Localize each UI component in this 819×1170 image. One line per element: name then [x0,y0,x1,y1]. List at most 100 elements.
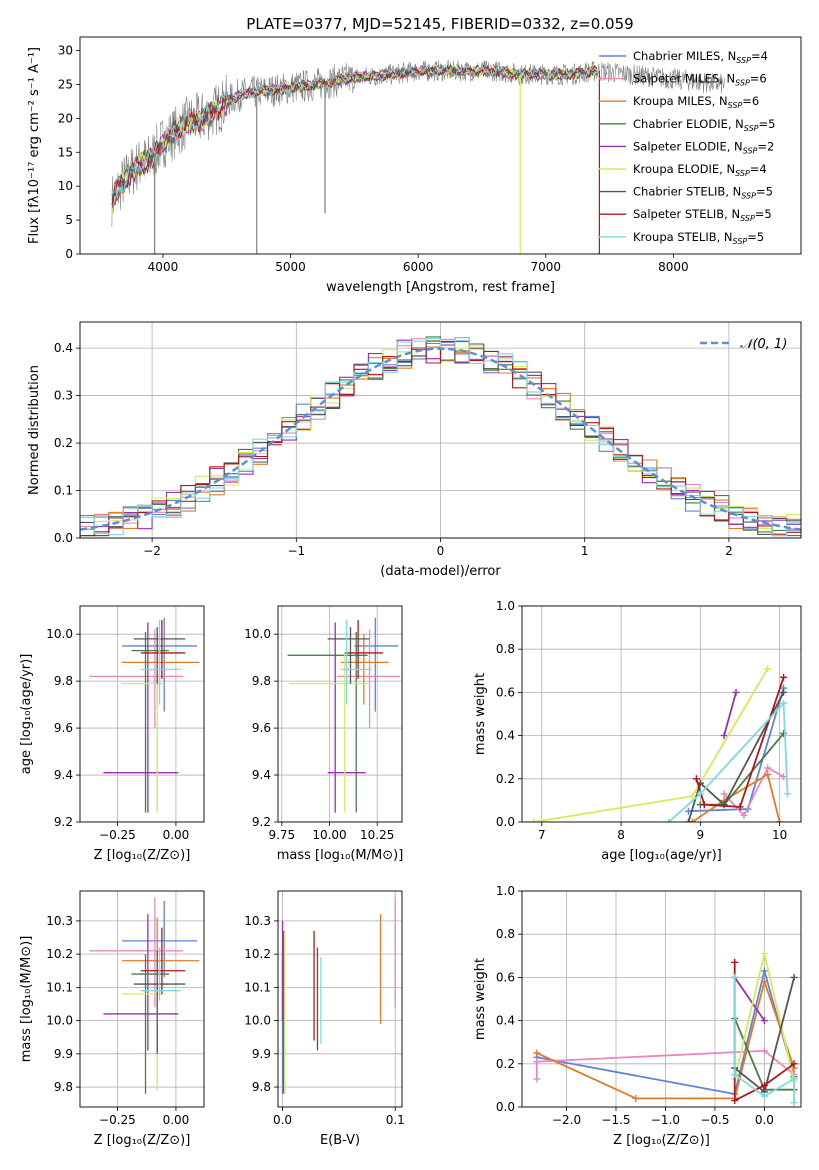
spectrum-ytick-label: 15 [58,145,73,159]
weight-marker [731,1071,739,1079]
mass_vs_ebv-errorbars [281,897,396,1094]
mass_vs_ebv-ytick-label: 9.8 [252,1080,271,1094]
age_vs_mass-xtick-label: 9.75 [268,828,295,842]
spectrum-xlabel: wavelength [Angstrom, rest frame] [326,280,555,295]
spectrum-legend-item: Kroupa STELIB, NSSP=5 [599,230,764,246]
mass_vs_Z-ytick-label: 9.9 [54,1047,73,1061]
weight-marker [760,1047,768,1055]
mass_vs_Z-ytick-label: 10.2 [46,947,73,961]
weight-marker [720,732,728,740]
age_vs_mass-axes: 9.75 10.00 10.25 9.2 9.4 9.6 9.8 10.0 mass [log₁… [244,606,403,863]
errorbar-point [289,652,370,813]
age_vs_Z-errorbars [89,617,200,813]
weight_vs_age-ytick-label: 0.6 [496,685,515,699]
errorbar-point [122,917,200,1001]
weight-marker [731,973,739,981]
weight_vs_Z-ytick-label: 0.0 [496,1100,515,1114]
errorbar-point [327,622,366,813]
spectrum-legend: Chabrier MILES, NSSP=4 Salpeter MILES, NS… [599,49,775,246]
weight-line [723,766,785,818]
weight_vs_Z-ytick-label: 0.8 [496,927,515,941]
legend-label: Salpeter MILES, NSSP=6 [633,72,767,88]
weight-marker [692,775,700,783]
weight_vs_age-ytick-label: 0.0 [496,815,515,829]
mass_vs_Z-errorbars [89,897,200,1094]
spectrum-model-chabrier_stelib [111,63,598,208]
residuals-ytick-label: 0.3 [54,389,73,403]
weight-line [668,700,789,822]
mass_vs_Z-xtick-label: −0.25 [99,1113,136,1127]
weight-marker [760,1092,768,1100]
weight-marker [780,699,788,707]
weight_vs_Z-lines [533,950,798,1107]
normal-curve [80,347,801,531]
age_vs_mass-ytick-label: 10.0 [244,627,271,641]
age_vs_Z-xtick-label: 0.00 [163,828,190,842]
weight_vs_age-ytick-label: 0.4 [496,729,515,743]
residuals-xtick-label: −1 [287,544,305,558]
weight-marker [776,818,784,822]
mass_vs_ebv-ytick-label: 10.1 [244,980,271,994]
mass_vs_Z-xtick-label: 0.00 [163,1113,190,1127]
age_vs_mass-ytick-label: 9.4 [252,768,271,782]
weight_vs_age-frame [521,605,802,823]
weight-marker [790,1075,798,1083]
mass_vs_Z-ytick-label: 9.8 [54,1080,73,1094]
errorbar-point [103,622,179,813]
errorbar-point [337,629,401,729]
spectrum-ytick-label: 30 [58,44,73,58]
age_vs_Z-ytick-label: 9.2 [54,815,73,829]
weight-marker [764,665,772,673]
legend-label: 𝒩(0, 1) [740,337,787,352]
weight-marker [784,790,792,798]
age_vs_Z-ylabel: age [log₁₀(age/yr)] [19,654,34,775]
weight-marker [731,1097,739,1105]
spectrum-legend-item: Chabrier MILES, NSSP=4 [599,49,768,65]
age_vs_mass-errorbars [287,617,401,813]
errorbar-point [140,927,186,995]
age_vs_mass-ytick-label: 9.8 [252,674,271,688]
weight-series-kroupa_stelib [731,973,798,1107]
spectrum-legend-item: Salpeter MILES, NSSP=6 [599,72,767,88]
weight-marker [720,790,728,798]
spectrum-legend-item: Kroupa ELODIE, NSSP=4 [599,162,767,178]
weight-line [533,668,769,822]
spectrum-legend-item: Chabrier STELIB, NSSP=5 [599,185,773,201]
residuals-xtick-label: −2 [143,544,161,558]
spectrum-legend-item: Salpeter ELODIE, NSSP=2 [599,139,774,155]
residuals-xtick-label: 0 [437,544,445,558]
legend-label: Chabrier ELODIE, NSSP=5 [633,117,775,133]
errorbar-point [327,627,370,684]
errorbar-point [131,631,169,813]
residuals-axes: −2 −1 0 1 2 0.0 0.1 0.2 0.3 0.4 (data-model)/error… [27,322,801,579]
mass_vs_ebv-ytick-label: 10.2 [244,947,271,961]
spectrum-model-kroupa_stelib [111,64,598,196]
weight-marker [533,1075,541,1083]
mass_vs_ebv-xtick-label: 0.1 [386,1113,405,1127]
residuals-ytick-label: 0.1 [54,484,73,498]
mass_vs_Z-ytick-label: 10.0 [46,1014,73,1028]
weight-series-salpeter_elodie [720,688,740,740]
spectrum-lines [111,59,725,254]
errorbar-point [122,900,197,978]
weight-line [723,692,737,736]
spectrum-ytick-label: 0 [65,247,73,261]
residuals-ytick-label: 0.4 [54,341,73,355]
weight_vs_Z-frame [521,890,802,1108]
spectrum-xtick-label: 4000 [148,260,179,274]
weight-series-kroupa_stelib [665,699,792,822]
residuals-ylabel: Normed distribution [27,365,42,495]
weight-marker [696,790,704,798]
weight-line [535,1049,795,1079]
residuals-legend: 𝒩(0, 1) [700,337,787,352]
mass_vs_ebv-frame [277,890,403,1108]
weight_vs_age-ylabel: mass weight [473,673,488,755]
age_vs_mass-xtick-label: 10.00 [312,828,346,842]
age_vs_Z-axes: −0.25 0.00 9.2 9.4 9.6 9.8 10.0 Z [log₁₀(Z/Z⊙)]… [19,606,204,863]
spectrum-model-salpeter_stelib [111,64,598,205]
weight_vs_Z-ytick-label: 1.0 [496,884,515,898]
errorbar-point [140,620,181,705]
legend-label: Kroupa STELIB, NSSP=5 [633,230,764,246]
spectrum-xtick-label: 5000 [275,260,306,274]
figure-title: PLATE=0377, MJD=52145, FIBERID=0332, z=0… [246,15,633,33]
